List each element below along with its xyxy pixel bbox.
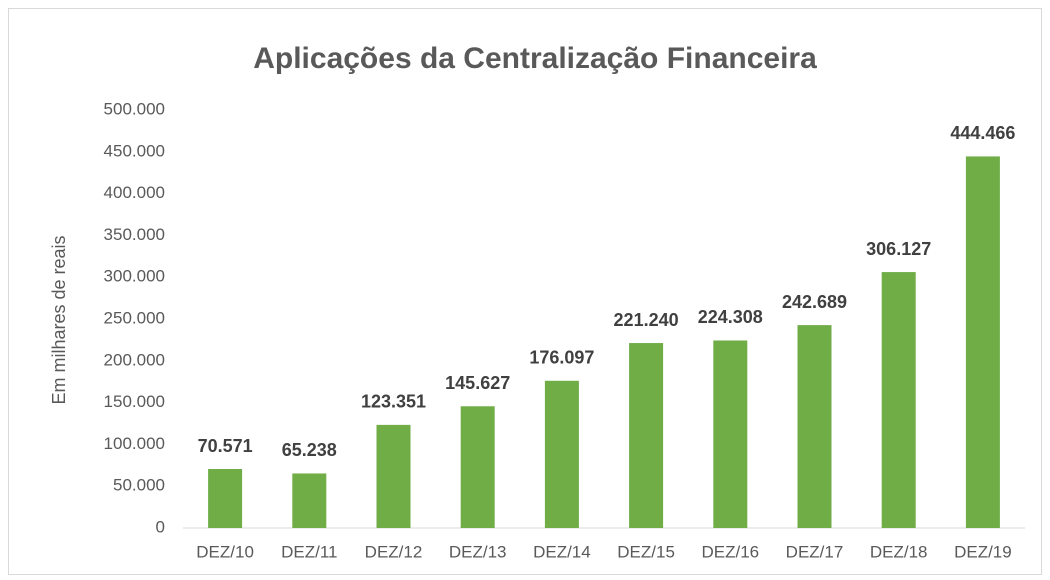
value-label: 70.571 bbox=[198, 436, 253, 456]
y-tick-label: 50.000 bbox=[113, 476, 165, 495]
y-tick-label: 350.000 bbox=[104, 225, 165, 244]
x-tick-label: DEZ/15 bbox=[617, 542, 675, 561]
value-label: 306.127 bbox=[866, 239, 931, 259]
y-tick-label: 400.000 bbox=[104, 183, 165, 202]
bar bbox=[965, 156, 1000, 528]
value-label: 221.240 bbox=[614, 310, 679, 330]
chart-border bbox=[8, 8, 1042, 575]
y-tick-label: 200.000 bbox=[104, 350, 165, 369]
bar bbox=[376, 424, 411, 528]
x-tick-label: DEZ/18 bbox=[870, 542, 928, 561]
bar bbox=[208, 469, 243, 528]
bar bbox=[713, 340, 748, 528]
y-tick-label: 450.000 bbox=[104, 141, 165, 160]
x-tick-label: DEZ/10 bbox=[196, 542, 254, 561]
y-tick-label: 0 bbox=[156, 517, 165, 536]
y-tick-label: 250.000 bbox=[104, 308, 165, 327]
value-label: 444.466 bbox=[950, 123, 1015, 143]
x-tick-label: DEZ/17 bbox=[786, 542, 844, 561]
bar bbox=[881, 272, 916, 528]
value-label: 176.097 bbox=[529, 348, 594, 368]
value-label: 65.238 bbox=[282, 440, 337, 460]
x-tick-label: DEZ/12 bbox=[365, 542, 423, 561]
x-tick-label: DEZ/13 bbox=[449, 542, 507, 561]
x-tick-label: DEZ/19 bbox=[954, 542, 1012, 561]
bar bbox=[292, 473, 327, 528]
y-tick-label: 150.000 bbox=[104, 392, 165, 411]
value-label: 242.689 bbox=[782, 292, 847, 312]
chart-title: Aplicações da Centralização Financeira bbox=[253, 42, 817, 75]
value-label: 224.308 bbox=[698, 307, 763, 327]
x-tick-label: DEZ/14 bbox=[533, 542, 591, 561]
value-label: 123.351 bbox=[361, 392, 426, 412]
bar bbox=[629, 343, 664, 528]
bar bbox=[460, 406, 495, 528]
y-tick-label: 300.000 bbox=[104, 267, 165, 286]
y-tick-label: 500.000 bbox=[104, 99, 165, 118]
y-tick-label: 100.000 bbox=[104, 434, 165, 453]
x-tick-label: DEZ/16 bbox=[701, 542, 759, 561]
x-tick-label: DEZ/11 bbox=[281, 542, 337, 561]
y-axis-label: Em milhares de reais bbox=[49, 235, 69, 404]
bar bbox=[544, 380, 579, 528]
bar bbox=[797, 325, 832, 528]
value-label: 145.627 bbox=[445, 373, 510, 393]
